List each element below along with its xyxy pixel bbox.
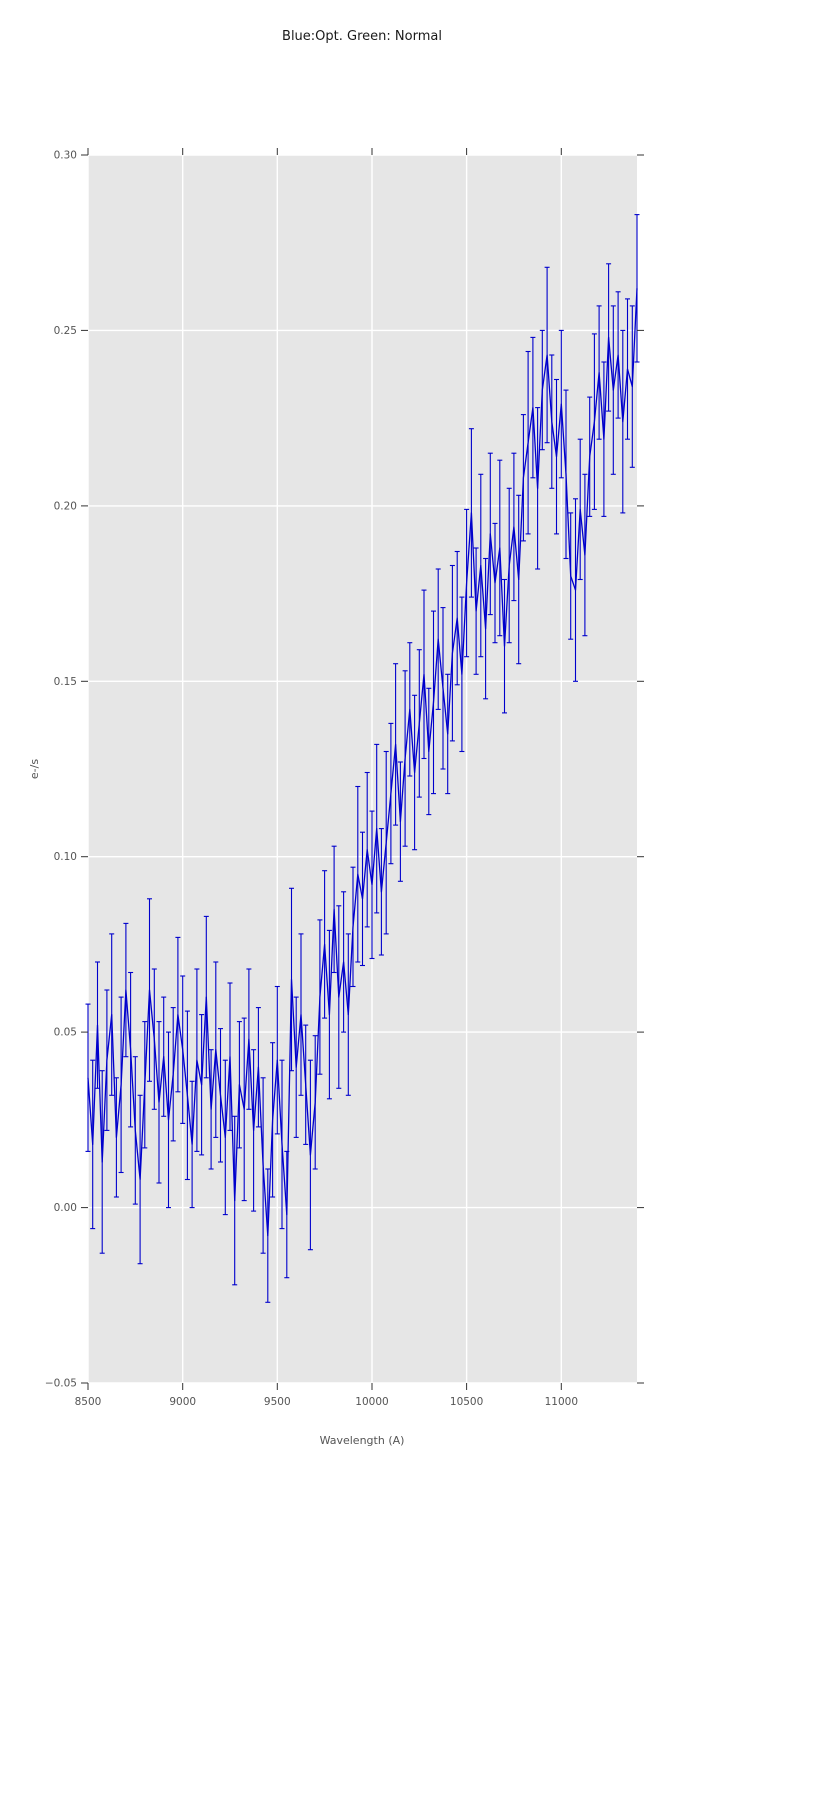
tick-label: 0.30	[54, 150, 77, 162]
gridlines	[87, 154, 637, 1384]
tick-label: 0.10	[54, 851, 77, 863]
tick-label: 0.15	[54, 676, 77, 688]
tick-label: 10500	[450, 1396, 483, 1408]
tick-label: 0.20	[54, 500, 77, 512]
tick-label: 11000	[545, 1396, 578, 1408]
tick-label: 0.25	[54, 325, 77, 337]
plot-area	[88, 155, 637, 1383]
tick-label: 0.05	[54, 1027, 77, 1039]
tick-label: 0.00	[54, 1202, 77, 1214]
plot-background	[88, 155, 637, 1383]
data-line	[87, 288, 638, 1237]
tick-label: 9000	[169, 1396, 196, 1408]
tick-labels: −0.05 0.00 0.05 0.10 0.15 0.20 0.25 0.30 8500 900…	[45, 150, 578, 1409]
x-axis-label: Wavelength (A)	[320, 1434, 405, 1447]
tick-label: 8500	[75, 1396, 102, 1408]
tick-label: −0.05	[45, 1378, 77, 1390]
axis-ticks	[81, 148, 644, 1390]
tick-label: 10000	[355, 1396, 388, 1408]
tick-label: 9500	[264, 1396, 291, 1408]
y-axis-label: e-/s	[28, 759, 41, 779]
series-line	[87, 288, 638, 1237]
chart-title: Blue:Opt. Green: Normal	[282, 29, 442, 44]
